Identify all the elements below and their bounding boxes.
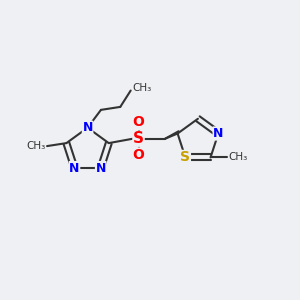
Text: S: S [133,131,144,146]
Text: N: N [69,161,80,175]
Text: CH₃: CH₃ [132,82,152,93]
Text: N: N [213,127,224,140]
Text: O: O [133,115,144,129]
Text: N: N [95,161,106,175]
Text: CH₃: CH₃ [26,141,46,151]
Text: CH₃: CH₃ [228,152,248,163]
Text: S: S [180,151,190,164]
Text: O: O [133,148,144,162]
Text: N: N [82,121,93,134]
